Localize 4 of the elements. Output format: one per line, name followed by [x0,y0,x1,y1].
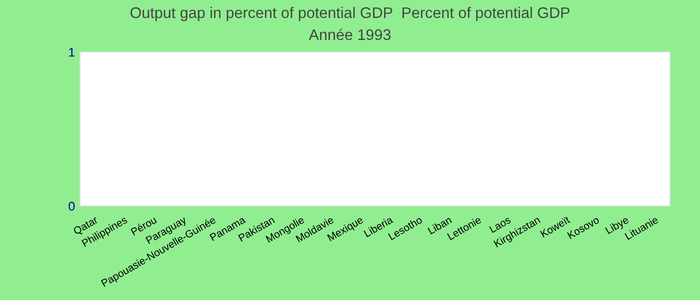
y-tick-label: 0 [68,202,75,211]
chart-title: Output gap in percent of potential GDP Percent of potential GDP [130,6,570,22]
chart-subtitle: Année 1993 [308,28,391,40]
y-tick-label: 1 [69,48,75,57]
